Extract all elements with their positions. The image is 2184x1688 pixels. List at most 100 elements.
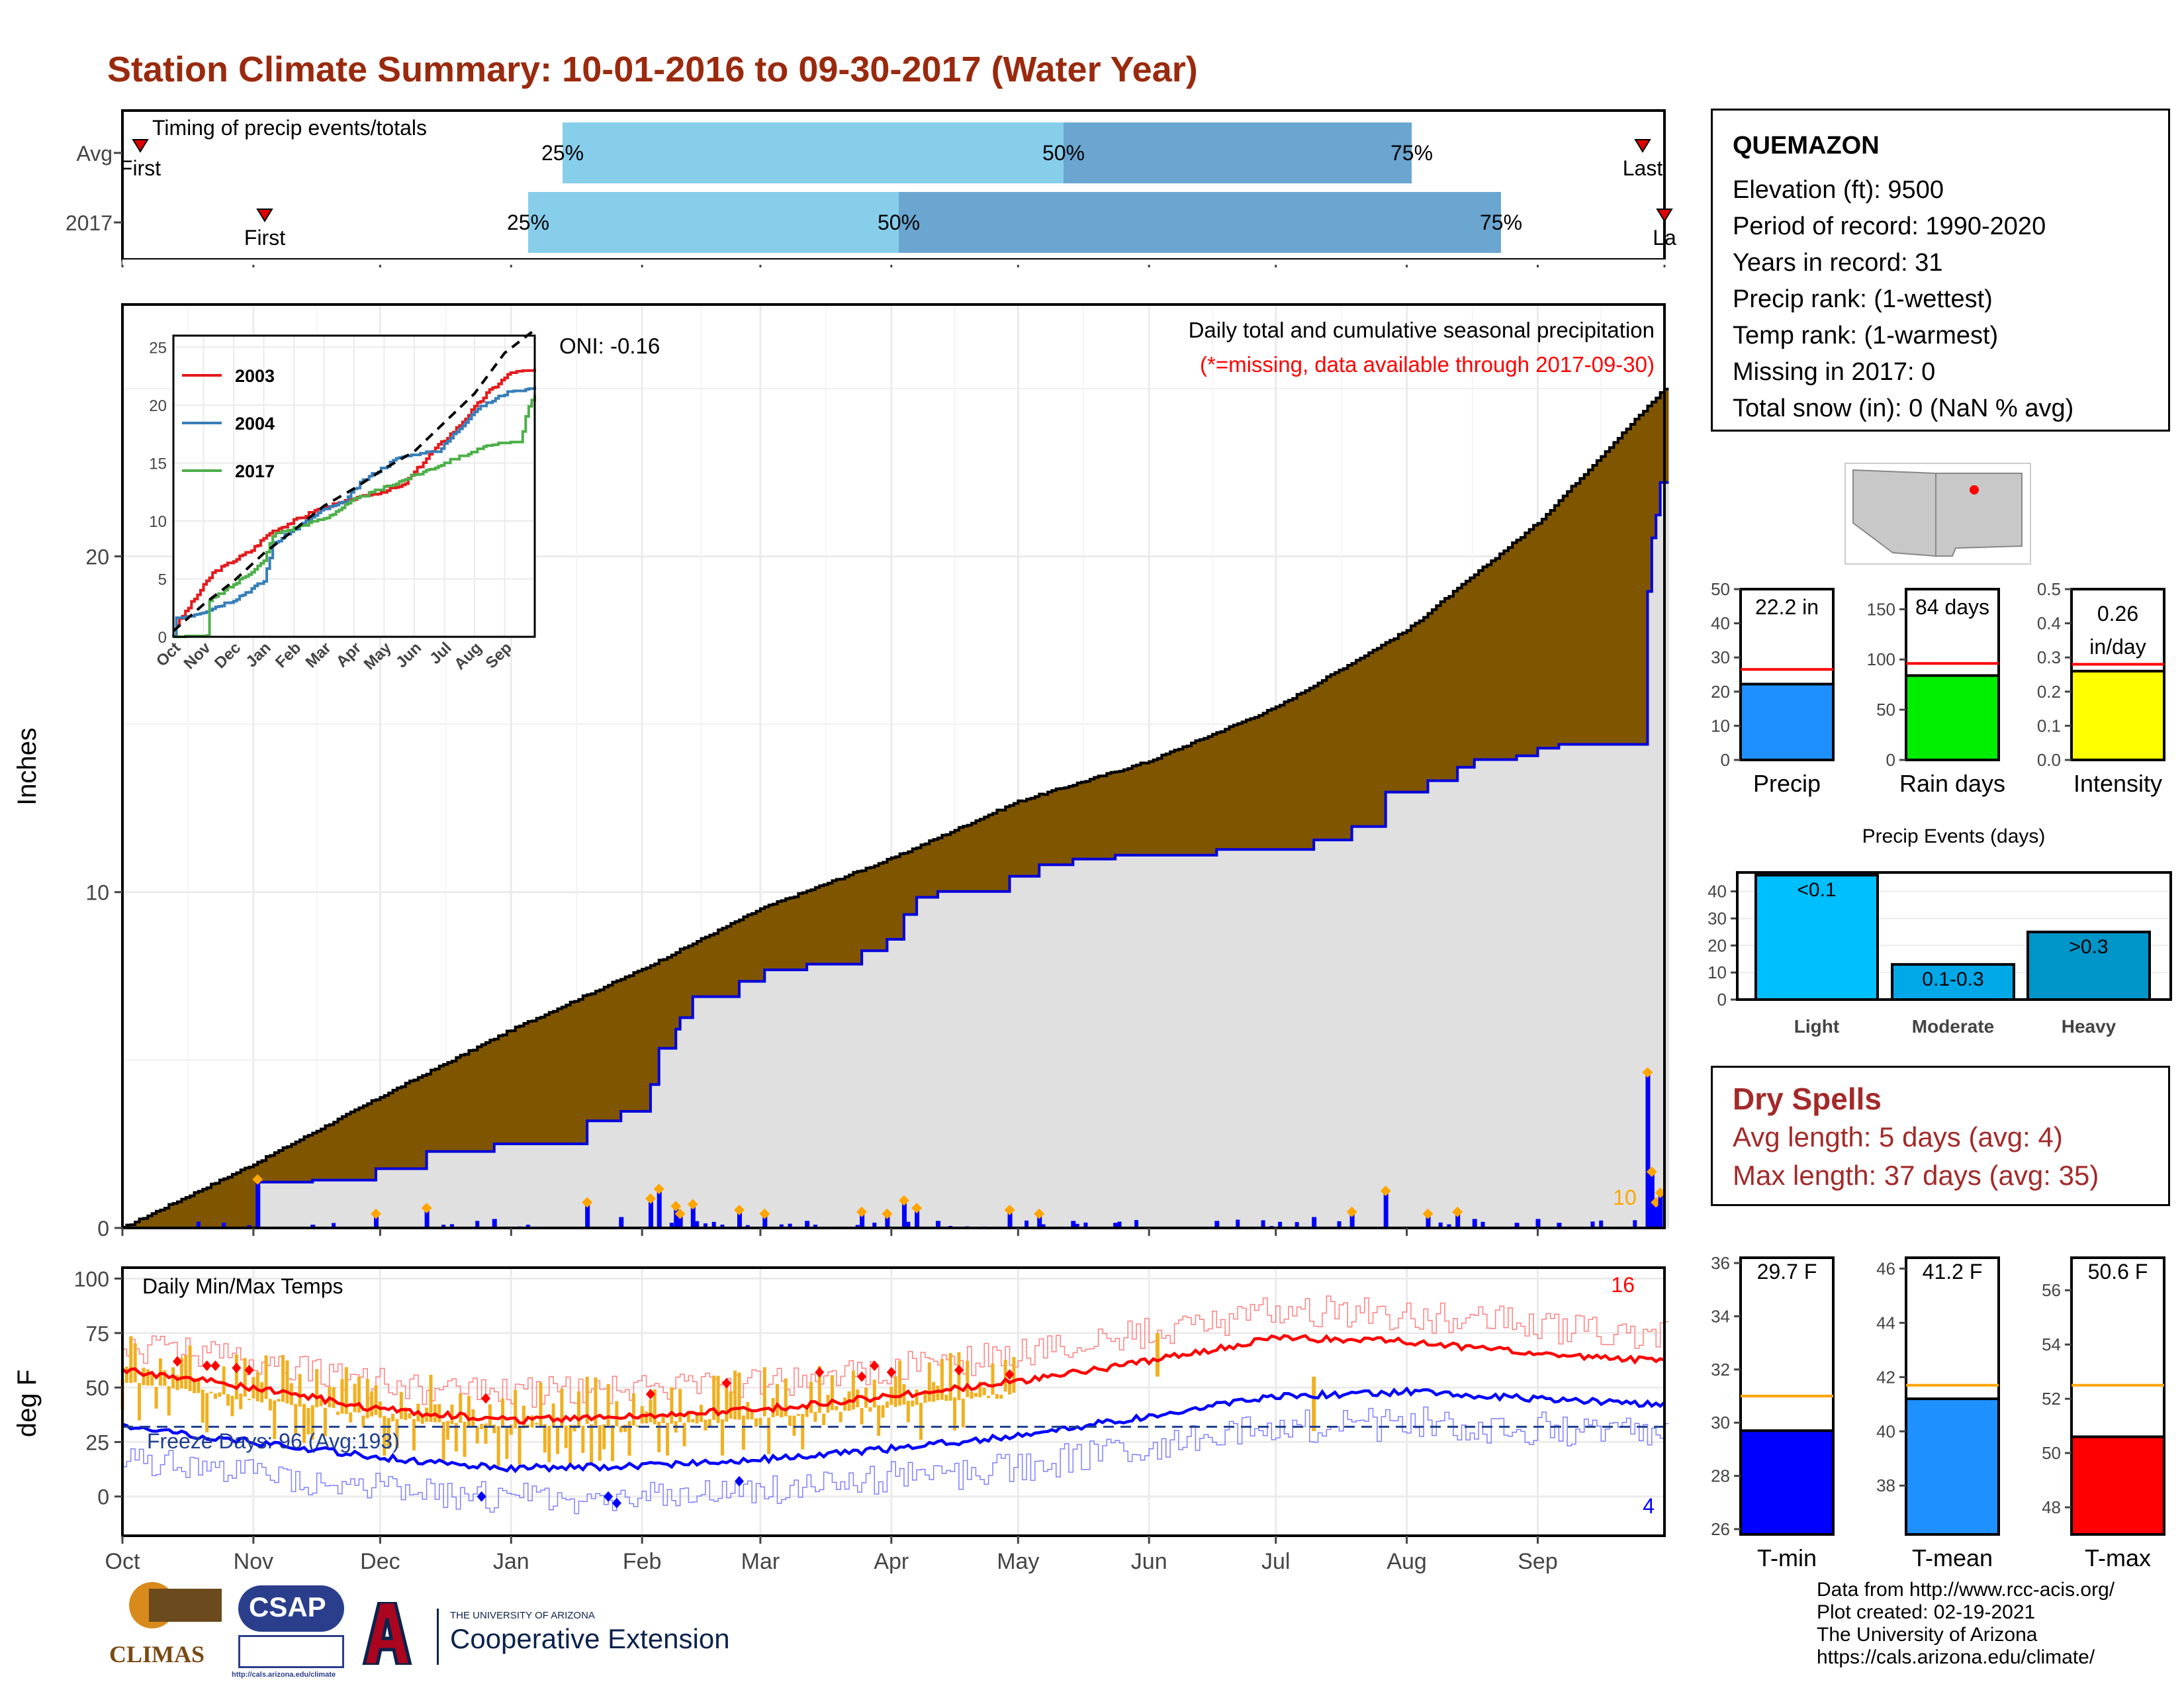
y-tick-label: 0.2 <box>2037 682 2061 702</box>
daily-precip-bar <box>1349 1213 1355 1228</box>
temp-anomaly-bar <box>167 1386 171 1416</box>
daily-precip-bar <box>1295 1222 1299 1228</box>
station-line: Precip rank: (1-wettest) <box>1733 285 1993 313</box>
temp-anomaly-bar <box>255 1372 259 1401</box>
temp-anomaly-bar <box>429 1374 433 1422</box>
month-label: Apr <box>874 1549 909 1574</box>
y-tick-label: 0 <box>97 1485 109 1509</box>
temp-anomaly-bar <box>535 1423 539 1425</box>
avg-min-temp-line <box>122 1386 1666 1474</box>
peak-marker-icon <box>1655 1187 1666 1198</box>
daily-precip-bar <box>695 1221 700 1228</box>
temp-anomaly-bar <box>835 1405 839 1411</box>
y-tick-label: 100 <box>74 1267 109 1291</box>
temp-anomaly-bar <box>572 1425 576 1432</box>
peak-marker-icon <box>674 1208 686 1219</box>
timing-row-label: Avg <box>76 142 113 165</box>
oni-label: ONI: -0.16 <box>559 334 660 358</box>
temp-anomaly-bar <box>463 1421 467 1457</box>
observed-fill <box>122 482 1669 1229</box>
temp-anomaly-bar <box>636 1425 640 1428</box>
temp-anomaly-bar <box>737 1372 741 1420</box>
timing-label: Timing of precip events/totals <box>152 116 427 140</box>
daily-precip-bar <box>1535 1219 1541 1228</box>
month-label: Oct <box>105 1549 140 1574</box>
temp-anomaly-bar <box>146 1369 150 1386</box>
daily-precip-bar <box>737 1211 742 1228</box>
temp-anomaly-bar <box>615 1401 619 1427</box>
temp-anomaly-bar <box>670 1387 674 1424</box>
daily-precip-bar <box>1645 1073 1651 1228</box>
temp-anomaly-bar <box>298 1374 302 1407</box>
dry-spells-avg: Avg length: 5 days (avg: 4) <box>1733 1121 2063 1152</box>
temp-anomaly-bar <box>484 1423 488 1444</box>
temp-anomaly-bar <box>987 1395 991 1399</box>
daily-precip-bar <box>906 1221 911 1228</box>
events-frame <box>1736 871 2172 1001</box>
station-line: Elevation (ft): 9500 <box>1733 176 1944 204</box>
temp-anomaly-bar <box>332 1387 336 1409</box>
temp-anomaly-bar <box>150 1374 154 1386</box>
temp-anomaly-bar <box>124 1366 128 1383</box>
temp-anomaly-bar <box>758 1417 762 1425</box>
record-high-marker-icon <box>210 1360 220 1372</box>
daily-precip-bar <box>222 1223 226 1228</box>
station-line: Total snow (in): 0 (NaN % avg) <box>1733 395 2074 422</box>
temp-anomaly-bar <box>851 1370 855 1410</box>
temp-anomaly-bar <box>822 1413 826 1425</box>
month-label: Sep <box>1518 1549 1558 1574</box>
event-marker-icon <box>1656 209 1673 222</box>
min-count-label: 4 <box>1643 1494 1655 1518</box>
temp-anomaly-bar <box>539 1382 543 1427</box>
missing-note: (*=missing, data available through 2017-… <box>1200 352 1655 377</box>
temp-anomaly-bar <box>404 1407 408 1421</box>
temp-anomaly-bar <box>193 1378 197 1393</box>
temp-anomaly-bar <box>285 1360 289 1404</box>
freeze-days-label: Freeze Days: 96 (Avg:193) <box>147 1429 400 1453</box>
temp-anomaly-bar <box>809 1382 813 1413</box>
climas-text: CLIMAS <box>109 1641 205 1667</box>
record-high-marker-icon <box>721 1378 731 1389</box>
temp-anomaly-bar <box>665 1423 669 1456</box>
temp-anomaly-bar <box>999 1395 1003 1399</box>
temp-anomaly-bar <box>775 1383 779 1416</box>
temp-anomaly-bar <box>1155 1333 1160 1377</box>
peak-marker-icon <box>1422 1208 1433 1219</box>
temp-anomaly-bar <box>353 1383 357 1413</box>
temp-anomaly-bar <box>716 1376 720 1423</box>
temp-anomaly-bar <box>480 1423 484 1429</box>
month-label: Jun <box>1131 1549 1167 1574</box>
value-label: in/day <box>2089 635 2146 659</box>
daily-precip-bar <box>1134 1220 1139 1228</box>
precip-frame <box>121 303 1666 1229</box>
temp-anomaly-bar <box>767 1417 771 1454</box>
temp-anomaly-bar <box>813 1411 817 1422</box>
temp-anomaly-bar <box>488 1404 492 1427</box>
event-bar-heavy <box>2026 930 2151 1001</box>
peak-marker-icon <box>734 1204 745 1215</box>
event-bar-label: <0.1 <box>1797 879 1836 901</box>
temp-anomaly-bar <box>594 1377 598 1426</box>
daily-precip-bar <box>1024 1220 1029 1228</box>
temp-anomaly-bar <box>264 1355 268 1399</box>
daily-precip-bar <box>1590 1221 1595 1228</box>
temp-anomaly-bar <box>467 1395 471 1428</box>
daily-precip-bar <box>310 1225 316 1228</box>
peak-marker-icon <box>653 1184 664 1195</box>
x-label: Intensity <box>2073 770 2162 797</box>
temp-anomaly-bar <box>248 1399 251 1401</box>
record-high-marker-icon <box>645 1388 655 1399</box>
peak-marker-icon <box>856 1206 868 1217</box>
chart-text: Inches Daily total and cumulative seasona… <box>13 318 1655 1518</box>
month-label: Nov <box>234 1549 273 1574</box>
daily-precip-bar <box>492 1219 497 1228</box>
daily-precip-bar <box>720 1225 725 1228</box>
temp-anomaly-bar <box>631 1393 635 1426</box>
temp-anomaly-bar <box>877 1405 881 1436</box>
clip-cover <box>122 259 1671 265</box>
temp-anomaly-bar <box>966 1360 970 1397</box>
temp-anomaly-bar <box>230 1395 234 1417</box>
temp-anomaly-bar <box>163 1370 167 1386</box>
station-info-box: QUEMAZON Elevation (ft): 9500 Period of … <box>1711 109 2170 432</box>
